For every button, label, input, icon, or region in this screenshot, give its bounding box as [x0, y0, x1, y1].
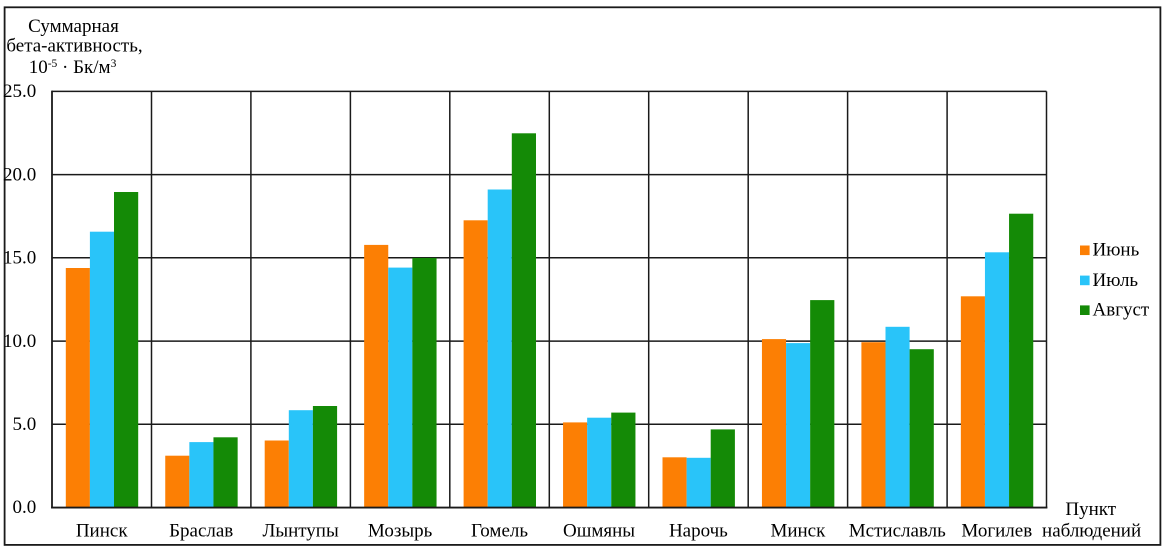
svg-text:10-5 · Бк/м3: 10-5 · Бк/м3 — [29, 57, 117, 78]
svg-text:0.0: 0.0 — [12, 497, 36, 518]
svg-text:Нарочь: Нарочь — [669, 521, 728, 542]
svg-text:Лынтупы: Лынтупы — [262, 521, 339, 542]
svg-text:Ошмяны: Ошмяны — [563, 521, 635, 542]
svg-text:25.0: 25.0 — [3, 81, 36, 102]
svg-text:Браслав: Браслав — [169, 521, 233, 542]
svg-text:Пинск: Пинск — [76, 521, 128, 542]
svg-text:Гомель: Гомель — [471, 521, 528, 542]
svg-text:5.0: 5.0 — [12, 414, 36, 435]
svg-text:Июнь: Июнь — [1093, 240, 1140, 261]
svg-text:Август: Август — [1093, 300, 1150, 321]
svg-text:Мозырь: Мозырь — [368, 521, 433, 542]
svg-text:15.0: 15.0 — [3, 248, 36, 269]
svg-text:Могилев: Могилев — [961, 521, 1032, 542]
svg-text:Пункт: Пункт — [1065, 499, 1116, 520]
svg-text:10.0: 10.0 — [3, 331, 36, 352]
svg-text:наблюдений: наблюдений — [1042, 521, 1141, 542]
svg-text:20.0: 20.0 — [3, 164, 36, 185]
svg-text:Суммарная: Суммарная — [28, 16, 119, 37]
svg-text:бета-активность,: бета-активность, — [6, 36, 142, 57]
svg-text:Минск: Минск — [770, 521, 826, 542]
svg-text:Мстиславль: Мстиславль — [849, 521, 946, 542]
svg-text:Июль: Июль — [1093, 270, 1139, 291]
